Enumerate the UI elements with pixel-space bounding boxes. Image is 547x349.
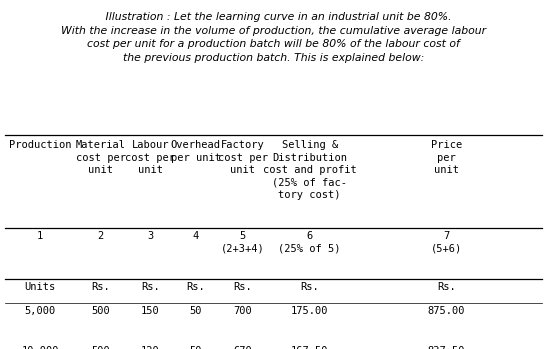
Text: 3: 3	[147, 231, 153, 241]
Text: 120: 120	[141, 346, 160, 349]
Text: 167.50: 167.50	[291, 346, 328, 349]
Text: Illustration : Let the learning curve in an industrial unit be 80%.
With the inc: Illustration : Let the learning curve in…	[61, 12, 486, 63]
Text: 700: 700	[234, 306, 252, 316]
Text: 5
(2+3+4): 5 (2+3+4)	[221, 231, 265, 253]
Text: Rs.: Rs.	[234, 282, 252, 292]
Text: 50: 50	[189, 346, 202, 349]
Text: 6
(25% of 5): 6 (25% of 5)	[278, 231, 341, 253]
Text: Units: Units	[25, 282, 56, 292]
Text: 500: 500	[91, 306, 110, 316]
Text: Price
per
unit: Price per unit	[430, 140, 462, 175]
Text: Material
cost per
unit: Material cost per unit	[75, 140, 126, 175]
Text: Production: Production	[9, 140, 72, 150]
Text: 500: 500	[91, 346, 110, 349]
Text: Rs.: Rs.	[437, 282, 456, 292]
Text: Rs.: Rs.	[91, 282, 110, 292]
Text: 670: 670	[234, 346, 252, 349]
Text: 837.50: 837.50	[428, 346, 465, 349]
Text: Overhead
per unit: Overhead per unit	[171, 140, 221, 163]
Text: 175.00: 175.00	[291, 306, 328, 316]
Text: Selling &
Distribution
cost and profit
(25% of fac-
tory cost): Selling & Distribution cost and profit (…	[263, 140, 357, 200]
Text: 4: 4	[193, 231, 199, 241]
Text: 50: 50	[189, 306, 202, 316]
Text: 10,000: 10,000	[21, 346, 59, 349]
Text: 875.00: 875.00	[428, 306, 465, 316]
Text: Factory
cost per
unit: Factory cost per unit	[218, 140, 267, 175]
Text: 2: 2	[97, 231, 104, 241]
Text: Rs.: Rs.	[300, 282, 319, 292]
Text: 1: 1	[37, 231, 43, 241]
Text: Labour
cost per
unit: Labour cost per unit	[125, 140, 175, 175]
Text: Rs.: Rs.	[141, 282, 160, 292]
Text: Rs.: Rs.	[187, 282, 205, 292]
Text: 5,000: 5,000	[25, 306, 56, 316]
Text: 150: 150	[141, 306, 160, 316]
Text: 7
(5+6): 7 (5+6)	[430, 231, 462, 253]
